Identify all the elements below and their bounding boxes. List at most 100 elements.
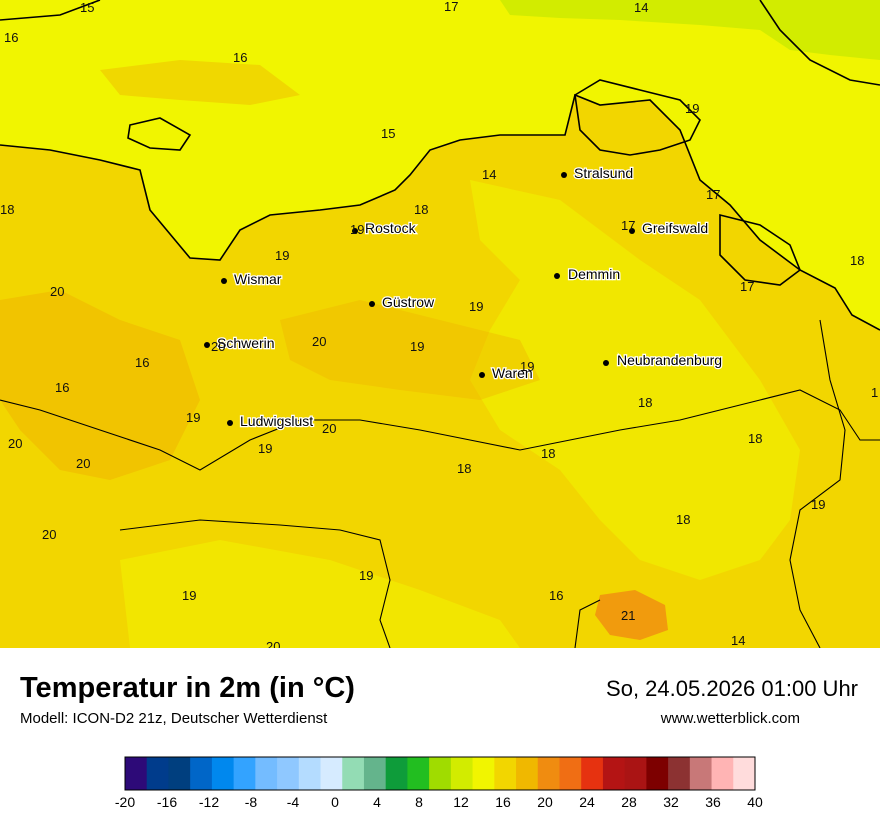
map-value: 19: [359, 568, 373, 583]
map-value: 19: [182, 588, 196, 603]
legend-swatch: [255, 757, 278, 790]
legend-tick-label: -20: [115, 794, 135, 810]
legend-swatch: [407, 757, 430, 790]
page-title: Temperatur in 2m (in °C): [20, 672, 355, 704]
website-link[interactable]: www.wetterblick.com: [660, 710, 800, 727]
map-value: 16: [135, 355, 149, 370]
map-value: 20: [76, 456, 90, 471]
legend-swatch: [320, 757, 343, 790]
legend-swatch: [146, 757, 169, 790]
island-usedom: [719, 213, 801, 286]
map-value: 18: [457, 461, 471, 476]
map-value: 19: [520, 359, 534, 374]
city-marker-wismar: [221, 278, 227, 284]
yellow-inland-east: [470, 180, 800, 580]
map-value: 14: [731, 633, 745, 648]
map-value: 20: [322, 421, 336, 436]
map-value: 18: [414, 202, 428, 217]
warm-patch-sea: [100, 60, 300, 105]
legend-tick-label: -8: [245, 794, 258, 810]
legend-tick-label: 0: [331, 794, 339, 810]
legend-swatch: [211, 757, 235, 790]
city-label-schwerin: Schwerin: [217, 335, 275, 351]
map-value: 14: [634, 0, 648, 15]
city-label-demmin: Demmin: [568, 266, 620, 282]
legend-tick-label: 40: [747, 794, 763, 810]
map-value: 15: [381, 126, 395, 141]
coast-ne: [759, 0, 880, 86]
map-value: 1: [871, 385, 878, 400]
map-value: 19: [410, 339, 424, 354]
map-value: 18: [0, 202, 14, 217]
coast-main: [0, 93, 880, 331]
map-value: 19: [350, 222, 364, 237]
border-brandenburg-sachsen-anhalt: [119, 519, 391, 648]
map-value: 19: [275, 248, 289, 263]
city-label-ludwigslust: Ludwigslust: [240, 413, 313, 429]
map-value: 17: [706, 187, 720, 202]
legend-swatch: [689, 757, 713, 790]
city-marker-demmin: [554, 273, 560, 279]
legend-swatch: [646, 757, 669, 790]
city-label-waren: Waren: [492, 365, 533, 381]
map-value: 20: [211, 339, 225, 354]
model-source: Modell: ICON-D2 21z, Deutscher Wetterdie…: [20, 710, 328, 727]
city-label-stralsund: Stralsund: [574, 165, 633, 181]
green-patch-ne: [500, 0, 880, 60]
map-value: 16: [233, 50, 247, 65]
map-value: 18: [541, 446, 555, 461]
legend-swatch: [537, 757, 560, 790]
hot-spot: [595, 590, 668, 640]
map-value: 17: [444, 0, 458, 14]
legend-tick-label: 8: [415, 794, 423, 810]
city-marker-schwerin: [204, 342, 210, 348]
map-value: 20: [266, 639, 280, 648]
map-value: 20: [50, 284, 64, 299]
coastlines: [0, 0, 880, 331]
border-state-south: [0, 389, 880, 471]
legend-swatch: [581, 757, 604, 790]
legend-swatch: [429, 757, 452, 790]
city-label-greifswald: Greifswald: [642, 220, 708, 236]
island-poel: [127, 117, 192, 151]
legend-tick-label: 24: [579, 794, 595, 810]
city-label-neubrandenburg: Neubrandenburg: [617, 352, 722, 368]
map-value: 19: [258, 441, 272, 456]
legend-tick-label: 16: [495, 794, 511, 810]
legend-swatch: [125, 757, 148, 790]
legend-swatch: [516, 757, 539, 790]
city-marker-greifswald: [629, 228, 635, 234]
map-value: 19: [469, 299, 483, 314]
legend-swatch: [385, 757, 408, 790]
map-value: 16: [549, 588, 563, 603]
map-value: 20: [312, 334, 326, 349]
legend-tick-label: 4: [373, 794, 381, 810]
warm-patch-west: [0, 290, 200, 480]
legend-tick-label: 20: [537, 794, 553, 810]
map-value: 20: [8, 436, 22, 451]
legend-tick-label: -16: [157, 794, 177, 810]
map-value: 17: [621, 218, 635, 233]
legend-swatch: [559, 757, 582, 790]
city-marker-waren: [479, 372, 485, 378]
legend-swatch: [711, 757, 734, 790]
map-value: 18: [748, 431, 762, 446]
legend-swatch: [190, 757, 213, 790]
legend-border: [124, 756, 756, 791]
temperature-values: 15 17 14 16 16 15 19 14 17 18 17 19 18 1…: [0, 0, 878, 648]
warm-patch-central: [280, 300, 540, 400]
legend-swatch: [277, 757, 300, 790]
city-label-wismar: Wismar: [234, 271, 282, 287]
yellow-inland-south: [120, 540, 520, 648]
map-value: 20: [42, 527, 56, 542]
city-markers: [204, 172, 635, 426]
legend-tick-label: 28: [621, 794, 637, 810]
legend-swatch: [168, 757, 191, 790]
map-value: 21: [621, 608, 635, 623]
legend-tick-label: 36: [705, 794, 721, 810]
island-ruegen: [574, 79, 701, 156]
city-marker-neubrandenburg: [603, 360, 609, 366]
legend-swatch: [624, 757, 647, 790]
legend-swatch: [233, 757, 256, 790]
city-marker-stralsund: [561, 172, 567, 178]
